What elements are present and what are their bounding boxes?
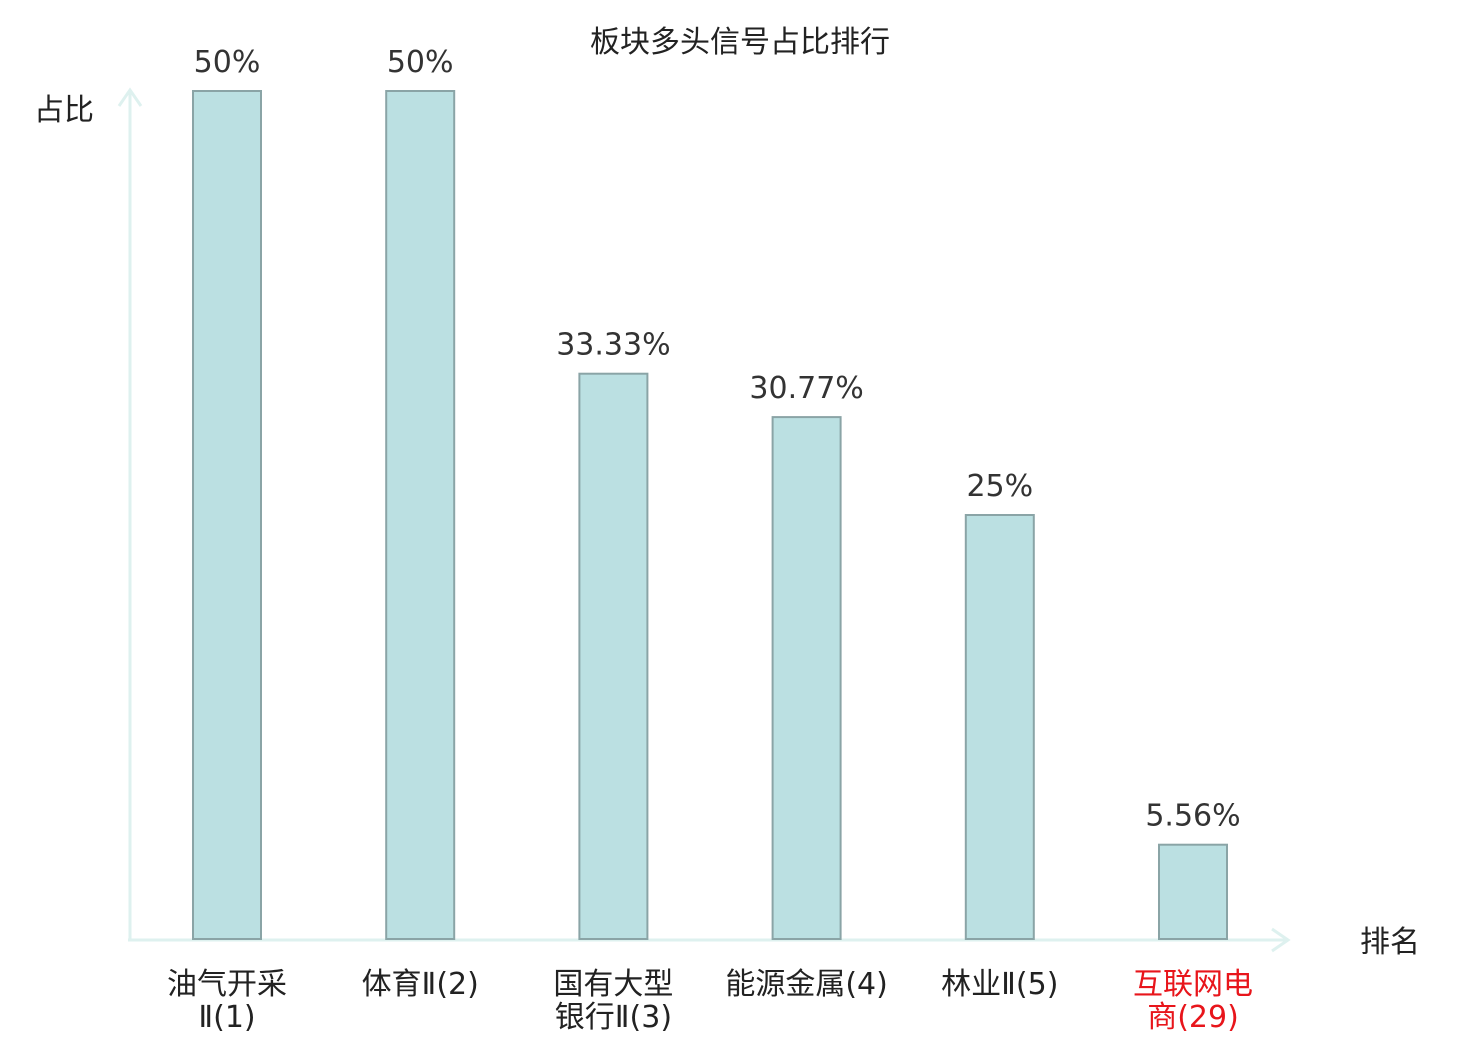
category-label: 林业Ⅱ(5) (941, 967, 1058, 1002)
y-axis (117, 87, 143, 940)
category-label: Ⅱ(1) (198, 1000, 255, 1035)
y-axis-label: 占比 (34, 93, 94, 128)
bar-value-label: 50% (387, 45, 454, 80)
bar-value-label: 30.77% (749, 371, 863, 406)
category-label: 油气开采 (167, 967, 287, 1002)
x-axis (128, 927, 1291, 953)
value-labels: 50% 50% 33.33% 30.77% 25% 5.56% (194, 45, 1241, 834)
bar-value-label: 33.33% (556, 328, 670, 363)
bar (385, 90, 456, 940)
category-label: 商(29) (1147, 1000, 1239, 1035)
chart-title: 板块多头信号占比排行 (590, 25, 890, 60)
bar (964, 514, 1035, 940)
bar (1158, 843, 1228, 941)
category-label: 银行Ⅱ(3) (555, 1000, 672, 1035)
category-label: 能源金属(4) (725, 967, 888, 1002)
bar-series (192, 90, 1228, 941)
bar-value-label: 50% (194, 45, 261, 80)
bar-value-label: 25% (966, 469, 1033, 504)
bar (578, 372, 649, 940)
x-axis-label: 排名 (1360, 925, 1420, 960)
category-label: 体育Ⅱ(2) (362, 967, 479, 1002)
bar (771, 416, 842, 941)
category-label: 互联网电 (1133, 967, 1253, 1002)
bar (192, 90, 262, 940)
bar-value-label: 5.56% (1145, 799, 1240, 834)
category-label: 国有大型 (553, 967, 673, 1002)
